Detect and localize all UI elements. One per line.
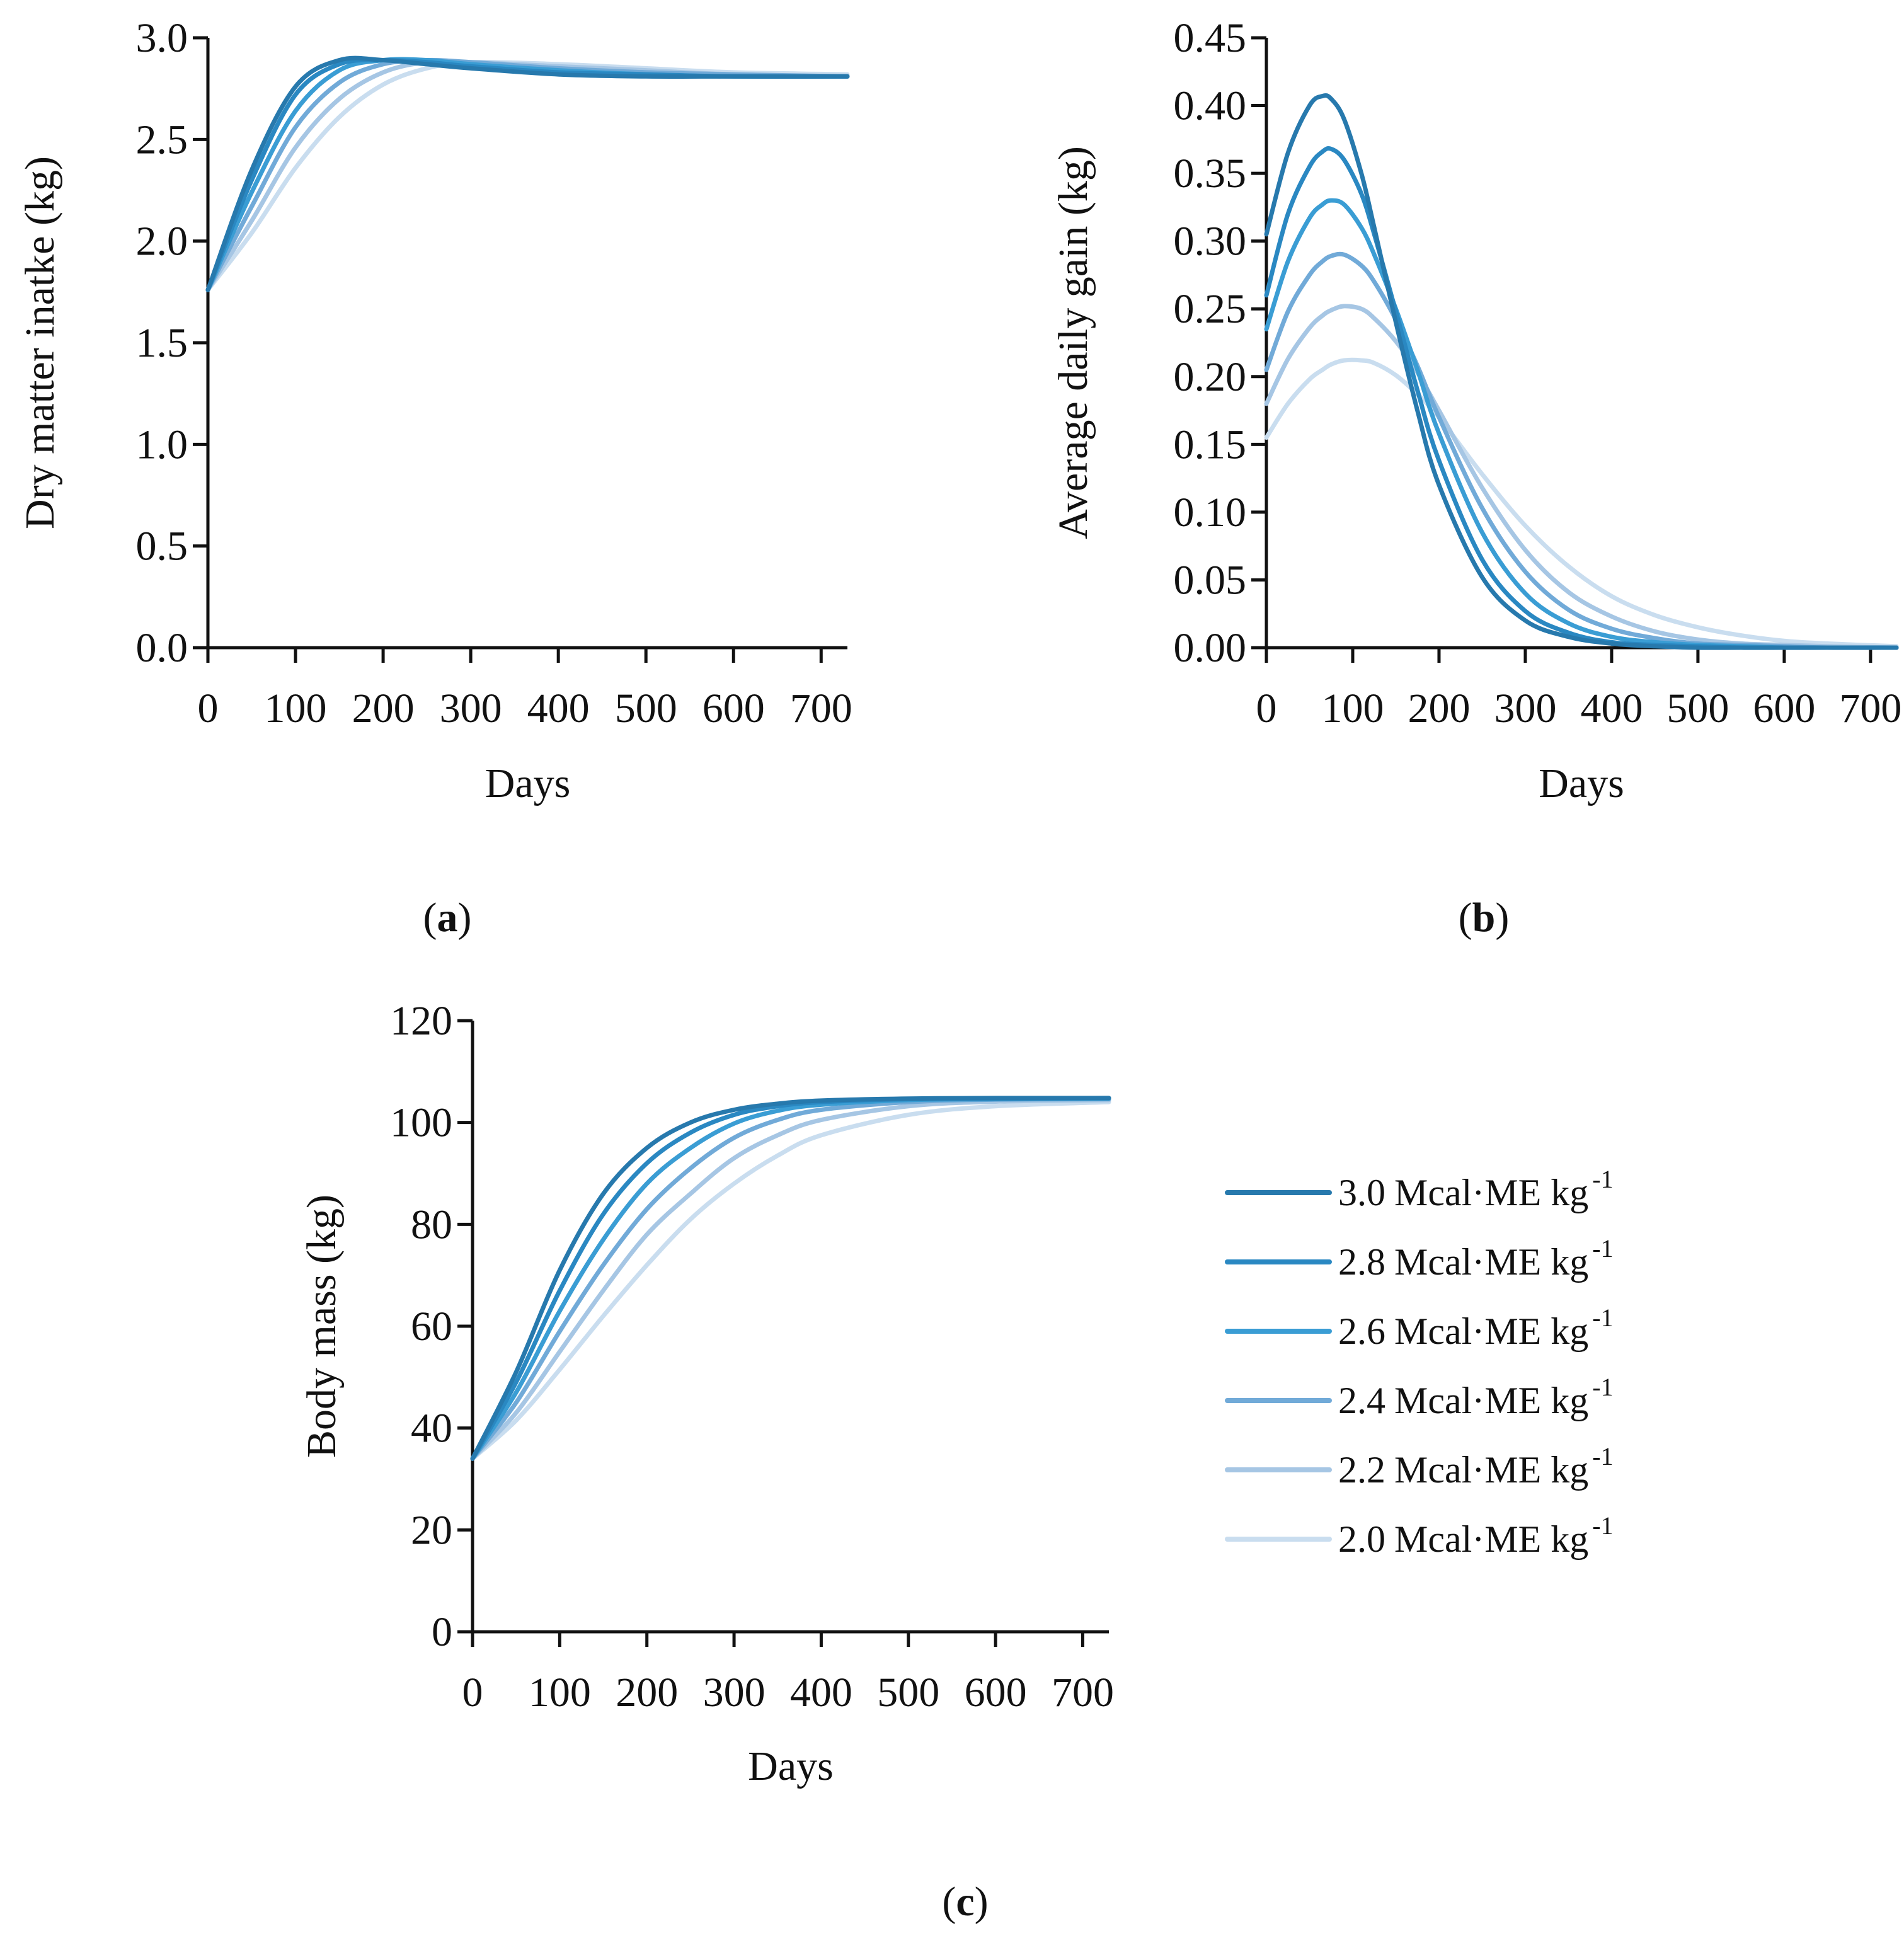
y-tick-label: 0.10 <box>1174 490 1247 536</box>
series-line-2-4 <box>1264 251 1899 650</box>
panel-label: (b) <box>1459 895 1510 941</box>
y-tick-label: 0.30 <box>1174 219 1247 265</box>
panel-label: (a) <box>423 895 472 941</box>
x-tick-label: 0 <box>198 685 219 731</box>
y-tick-label: 20 <box>411 1507 452 1553</box>
x-tick-label: 100 <box>1321 685 1384 731</box>
legend-item: 2.8 Mcal·ME kg -1 <box>1225 1234 1614 1283</box>
series-line-2-8 <box>470 1096 1111 1461</box>
legend-label: 2.6 Mcal·ME kg -1 <box>1338 1304 1614 1352</box>
legend-label: 2.8 Mcal·ME kg -1 <box>1338 1234 1614 1283</box>
x-axis-title: Days <box>748 1743 834 1789</box>
x-axis-title: Days <box>485 760 571 806</box>
x-tick-label: 400 <box>527 685 590 731</box>
y-tick-label: 0.00 <box>1174 625 1247 671</box>
y-tick-label: 0.35 <box>1174 151 1247 197</box>
series-line-2-0 <box>1264 357 1899 649</box>
x-tick-label: 700 <box>1839 685 1901 731</box>
x-tick-label: 600 <box>965 1670 1027 1716</box>
panel-label: (c) <box>942 1879 988 1925</box>
x-tick-label: 600 <box>1753 685 1815 731</box>
series-line-3-0 <box>470 1096 1111 1461</box>
y-tick-label: 80 <box>411 1201 452 1247</box>
x-tick-label: 300 <box>440 685 502 731</box>
legend-label: 2.2 Mcal·ME kg -1 <box>1338 1442 1614 1491</box>
x-tick-label: 200 <box>352 685 415 731</box>
y-tick-label: 2.0 <box>136 219 188 265</box>
x-tick-label: 700 <box>790 685 852 731</box>
series-line-2-0 <box>470 1099 1111 1461</box>
y-tick-label: 60 <box>411 1304 452 1350</box>
series-line-2-4 <box>205 57 850 292</box>
y-tick-label: 0.0 <box>136 625 188 671</box>
legend-item: 2.6 Mcal·ME kg -1 <box>1225 1304 1614 1352</box>
y-tick-label: 100 <box>390 1100 452 1146</box>
x-tick-label: 500 <box>1666 685 1729 731</box>
x-tick-label: 200 <box>616 1670 678 1716</box>
series-line-2-0 <box>205 59 850 292</box>
series-line-3-0 <box>1264 93 1899 650</box>
y-tick-label: 0.5 <box>136 524 188 570</box>
x-tick-label: 300 <box>703 1670 766 1716</box>
y-tick-label: 0.05 <box>1174 557 1247 603</box>
x-axis-title: Days <box>1539 760 1624 806</box>
x-tick-label: 0 <box>1256 685 1277 731</box>
y-axis-title: Body mass (kg) <box>299 1195 345 1458</box>
y-tick-label: 3.0 <box>136 15 188 61</box>
legend-label: 2.4 Mcal·ME kg -1 <box>1338 1373 1614 1421</box>
y-tick-label: 0 <box>432 1609 452 1655</box>
x-tick-label: 100 <box>529 1670 591 1716</box>
panel-b-average-daily-gain: 0.00 0.05 0.10 0.15 0.20 0.25 0.30 0.35 0.40 0.45… <box>1050 15 1901 941</box>
series-line-2-2 <box>1264 304 1899 650</box>
series-line-3-0 <box>205 55 850 292</box>
series-line-2-2 <box>205 59 850 292</box>
x-tick-label: 200 <box>1408 685 1470 731</box>
x-tick-label: 0 <box>462 1670 483 1716</box>
legend-item: 2.2 Mcal·ME kg -1 <box>1225 1442 1614 1491</box>
y-axis-title: Average daily gain (kg) <box>1050 146 1096 539</box>
legend-label: 2.0 Mcal·ME kg -1 <box>1338 1511 1614 1560</box>
y-tick-label: 0.40 <box>1174 83 1247 129</box>
legend: 3.0 Mcal·ME kg -1 2.8 Mcal·ME kg -1 2.6 Mcal·ME… <box>1225 1165 1614 1560</box>
x-tick-label: 300 <box>1494 685 1556 731</box>
x-tick-label: 100 <box>265 685 327 731</box>
y-axis-title: Dry matter inatke (kg) <box>17 156 63 529</box>
series-line-2-6 <box>205 57 850 292</box>
y-tick-label: 0.20 <box>1174 354 1247 400</box>
legend-item: 3.0 Mcal·ME kg -1 <box>1225 1165 1614 1213</box>
series-line-2-8 <box>205 57 850 292</box>
legend-label: 3.0 Mcal·ME kg -1 <box>1338 1165 1614 1213</box>
legend-item: 2.4 Mcal·ME kg -1 <box>1225 1373 1614 1421</box>
x-tick-label: 700 <box>1052 1670 1114 1716</box>
y-tick-label: 0.25 <box>1174 286 1247 332</box>
x-tick-label: 500 <box>877 1670 939 1716</box>
x-tick-label: 500 <box>615 685 677 731</box>
y-tick-label: 1.5 <box>136 320 188 366</box>
x-tick-label: 400 <box>790 1670 852 1716</box>
x-tick-label: 600 <box>703 685 765 731</box>
panel-c-body-mass: 0 20 40 60 80 100 120 0 100 200 300 400 500 600 700 Day… <box>299 998 1114 1925</box>
y-tick-label: 0.45 <box>1174 15 1247 61</box>
y-tick-label: 1.0 <box>136 421 188 467</box>
x-tick-label: 400 <box>1580 685 1643 731</box>
y-tick-label: 0.15 <box>1174 421 1247 467</box>
y-tick-label: 120 <box>390 998 452 1044</box>
y-tick-label: 2.5 <box>136 117 188 163</box>
series-line-2-2 <box>470 1098 1111 1461</box>
panel-a-dry-matter-intake: 0.0 0.5 1.0 1.5 2.0 2.5 3.0 0 100 200 300 400 500 600… <box>17 15 852 941</box>
y-tick-label: 40 <box>411 1406 452 1452</box>
legend-item: 2.0 Mcal·ME kg -1 <box>1225 1511 1614 1560</box>
